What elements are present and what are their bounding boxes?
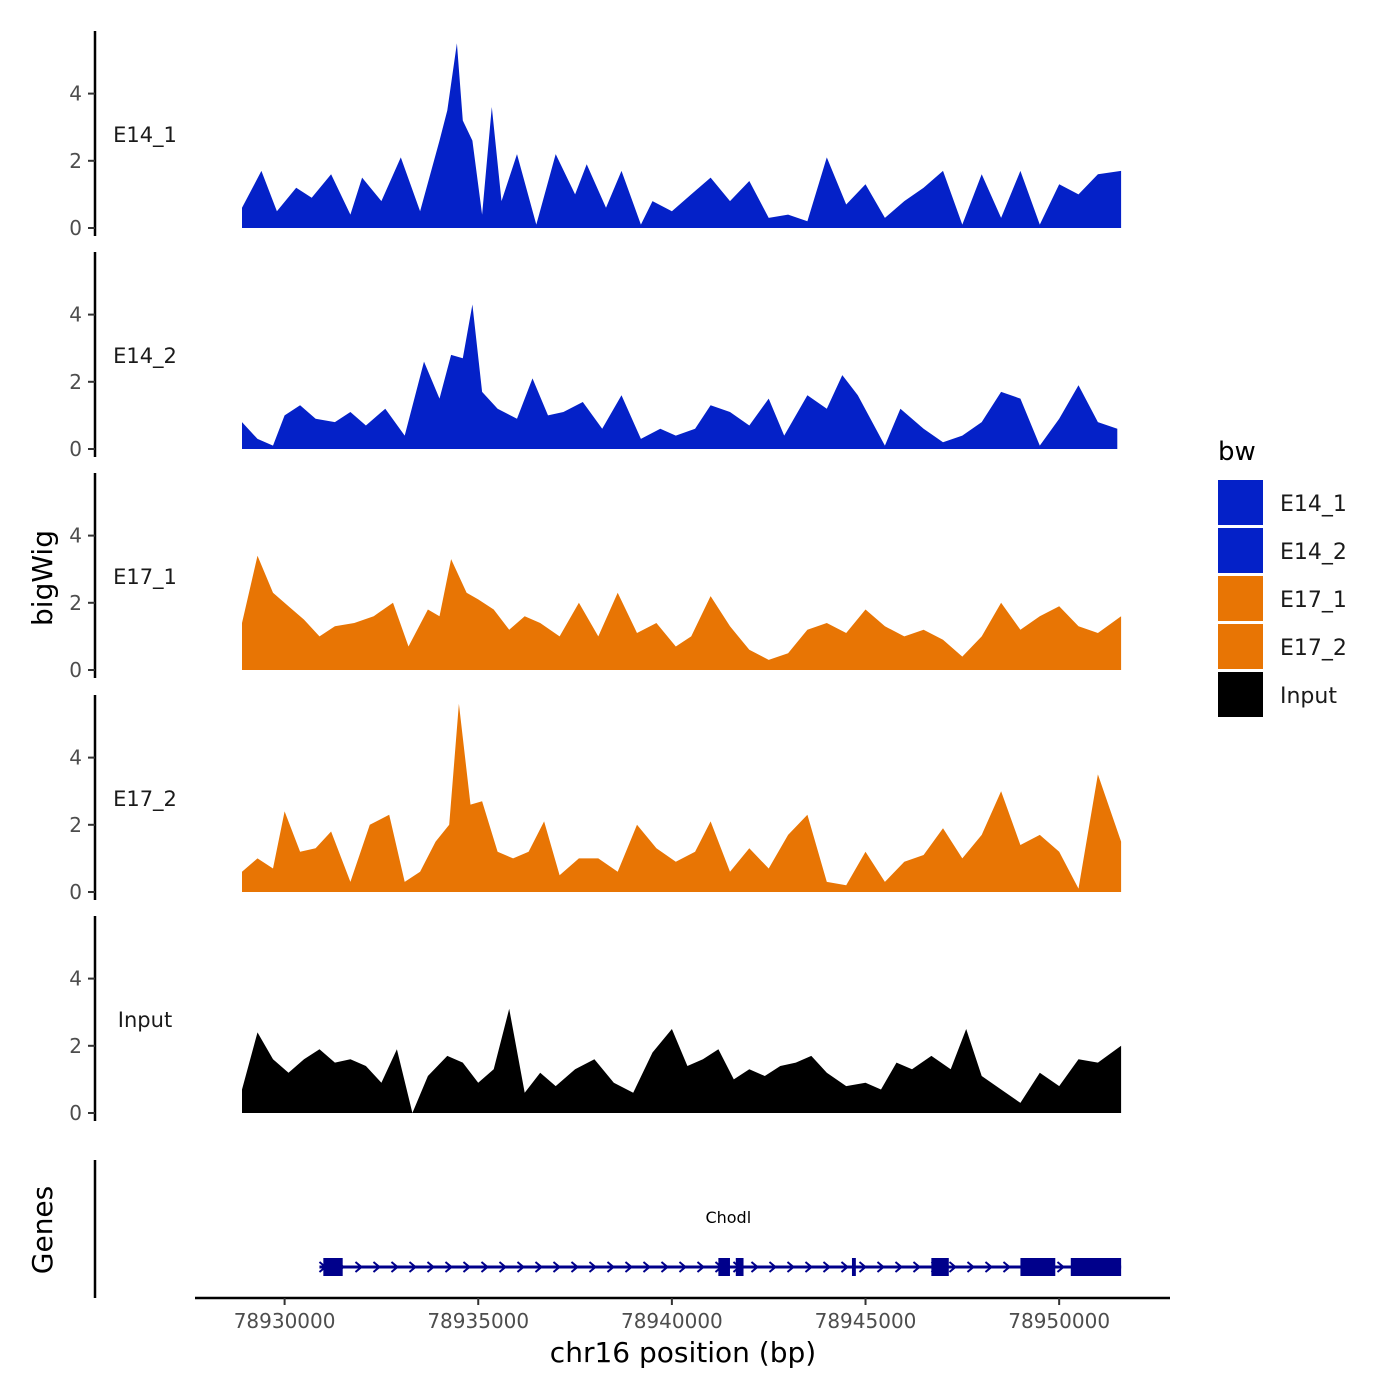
strand-chevron <box>696 1261 706 1273</box>
track-Input: 0 2 4 Input <box>69 916 1122 1125</box>
exon <box>851 1258 856 1276</box>
y-tick-label: 0 <box>69 880 82 904</box>
strand-chevron <box>606 1261 616 1273</box>
strand-chevron <box>480 1261 490 1273</box>
strand-chevron <box>804 1261 814 1273</box>
strand-chevron <box>786 1261 796 1273</box>
exon <box>1070 1258 1122 1276</box>
legend-swatch-E14_2 <box>1218 528 1263 573</box>
strand-chevron <box>390 1261 400 1273</box>
strand-chevron <box>354 1261 364 1273</box>
strand-chevron <box>642 1261 652 1273</box>
coverage-area-Input <box>242 1008 1122 1113</box>
legend-label: E17_1 <box>1280 588 1347 613</box>
x-tick-label: 78940000 <box>621 1309 723 1333</box>
x-tick-label: 78950000 <box>1008 1309 1110 1333</box>
y-tick-label: 4 <box>69 746 82 770</box>
x-tick-label: 78935000 <box>427 1309 529 1333</box>
y-tick-label: 4 <box>69 82 82 106</box>
strand-chevron <box>444 1261 454 1273</box>
y-tick-label: 2 <box>69 1034 82 1058</box>
strand-chevron <box>678 1261 688 1273</box>
legend-label: E14_2 <box>1280 540 1347 565</box>
strand-chevron <box>372 1261 382 1273</box>
track-E14_1: 0 2 4 E14_1 <box>69 31 1122 240</box>
legend-label: E14_1 <box>1280 492 1347 517</box>
y-axis-title: bigWig <box>26 530 59 626</box>
coverage-area-E17_2 <box>242 703 1122 892</box>
y-tick-label: 4 <box>69 524 82 548</box>
strand-chevron <box>858 1261 868 1273</box>
legend-label: Input <box>1280 684 1337 709</box>
track-label: E14_1 <box>113 123 177 148</box>
strand-chevron <box>750 1261 760 1273</box>
exon <box>1020 1258 1056 1276</box>
exon <box>931 1258 949 1276</box>
y-tick-label: 2 <box>69 591 82 615</box>
legend-swatch-Input <box>1218 672 1263 717</box>
strand-chevron <box>462 1261 472 1273</box>
strand-chevron <box>894 1261 904 1273</box>
strand-chevron <box>876 1261 886 1273</box>
y-tick-label: 4 <box>69 303 82 327</box>
strand-chevron <box>426 1261 436 1273</box>
coverage-area-E14_2 <box>242 304 1118 449</box>
strand-chevron <box>912 1261 922 1273</box>
strand-chevron <box>1056 1261 1066 1273</box>
y-tick-label: 2 <box>69 813 82 837</box>
strand-chevron <box>948 1261 958 1273</box>
track-E17_2: 0 2 4 E17_2 <box>69 695 1122 904</box>
track-label: E17_2 <box>113 787 177 812</box>
legend-swatch-E14_1 <box>1218 480 1263 525</box>
strand-chevron <box>624 1261 634 1273</box>
coverage-area-E14_1 <box>242 43 1122 229</box>
y-tick-label: 0 <box>69 216 82 240</box>
strand-chevron <box>588 1261 598 1273</box>
strand-chevron <box>498 1261 508 1273</box>
track-label: Input <box>118 1008 172 1032</box>
track-E17_1: 0 2 4 E17_1 <box>69 473 1122 682</box>
gene-label: Chodl <box>705 1208 751 1227</box>
strand-chevron <box>660 1261 670 1273</box>
strand-chevron <box>570 1261 580 1273</box>
coverage-area-E17_1 <box>242 555 1122 670</box>
y-tick-label: 4 <box>69 967 82 991</box>
strand-chevron <box>822 1261 832 1273</box>
x-tick-label: 78930000 <box>234 1309 336 1333</box>
strand-chevron <box>984 1261 994 1273</box>
track-label: E17_1 <box>113 565 177 590</box>
y-tick-label: 2 <box>69 370 82 394</box>
gene-panel-title: Genes <box>26 1186 59 1274</box>
legend-swatch-E17_2 <box>1218 624 1263 669</box>
strand-chevron <box>534 1261 544 1273</box>
y-tick-label: 0 <box>69 1101 82 1125</box>
x-tick-label: 78945000 <box>815 1309 917 1333</box>
gene-Chodl: Chodl <box>318 1208 1122 1276</box>
x-axis-title: chr16 position (bp) <box>550 1336 816 1369</box>
strand-chevron <box>552 1261 562 1273</box>
exon <box>718 1258 730 1276</box>
y-tick-label: 2 <box>69 149 82 173</box>
track-E14_2: 0 2 4 E14_2 <box>69 252 1118 461</box>
strand-chevron <box>1002 1261 1012 1273</box>
y-tick-label: 0 <box>69 658 82 682</box>
strand-chevron <box>408 1261 418 1273</box>
legend-swatch-E17_1 <box>1218 576 1263 621</box>
exon <box>323 1258 343 1276</box>
y-tick-label: 0 <box>69 437 82 461</box>
legend-title: bw <box>1218 437 1256 467</box>
exon <box>735 1258 744 1276</box>
legend: bw E14_1 E14_2 E17_1 E17_2 Input <box>1218 437 1347 717</box>
strand-chevron <box>516 1261 526 1273</box>
legend-label: E17_2 <box>1280 636 1347 661</box>
x-axis: 78930000 78935000 78940000 78945000 78950000 <box>195 1296 1170 1333</box>
gene-panel: Chodl <box>93 1160 1122 1298</box>
track-label: E14_2 <box>113 344 177 369</box>
strand-chevron <box>840 1261 850 1273</box>
strand-chevron <box>768 1261 778 1273</box>
strand-chevron <box>966 1261 976 1273</box>
coverage-tracks: 0 2 4 E14_1 0 2 4 E14_2 0 2 4 E17_1 0 2 4 E17_2 0 2 4 Input <box>69 31 1122 1125</box>
